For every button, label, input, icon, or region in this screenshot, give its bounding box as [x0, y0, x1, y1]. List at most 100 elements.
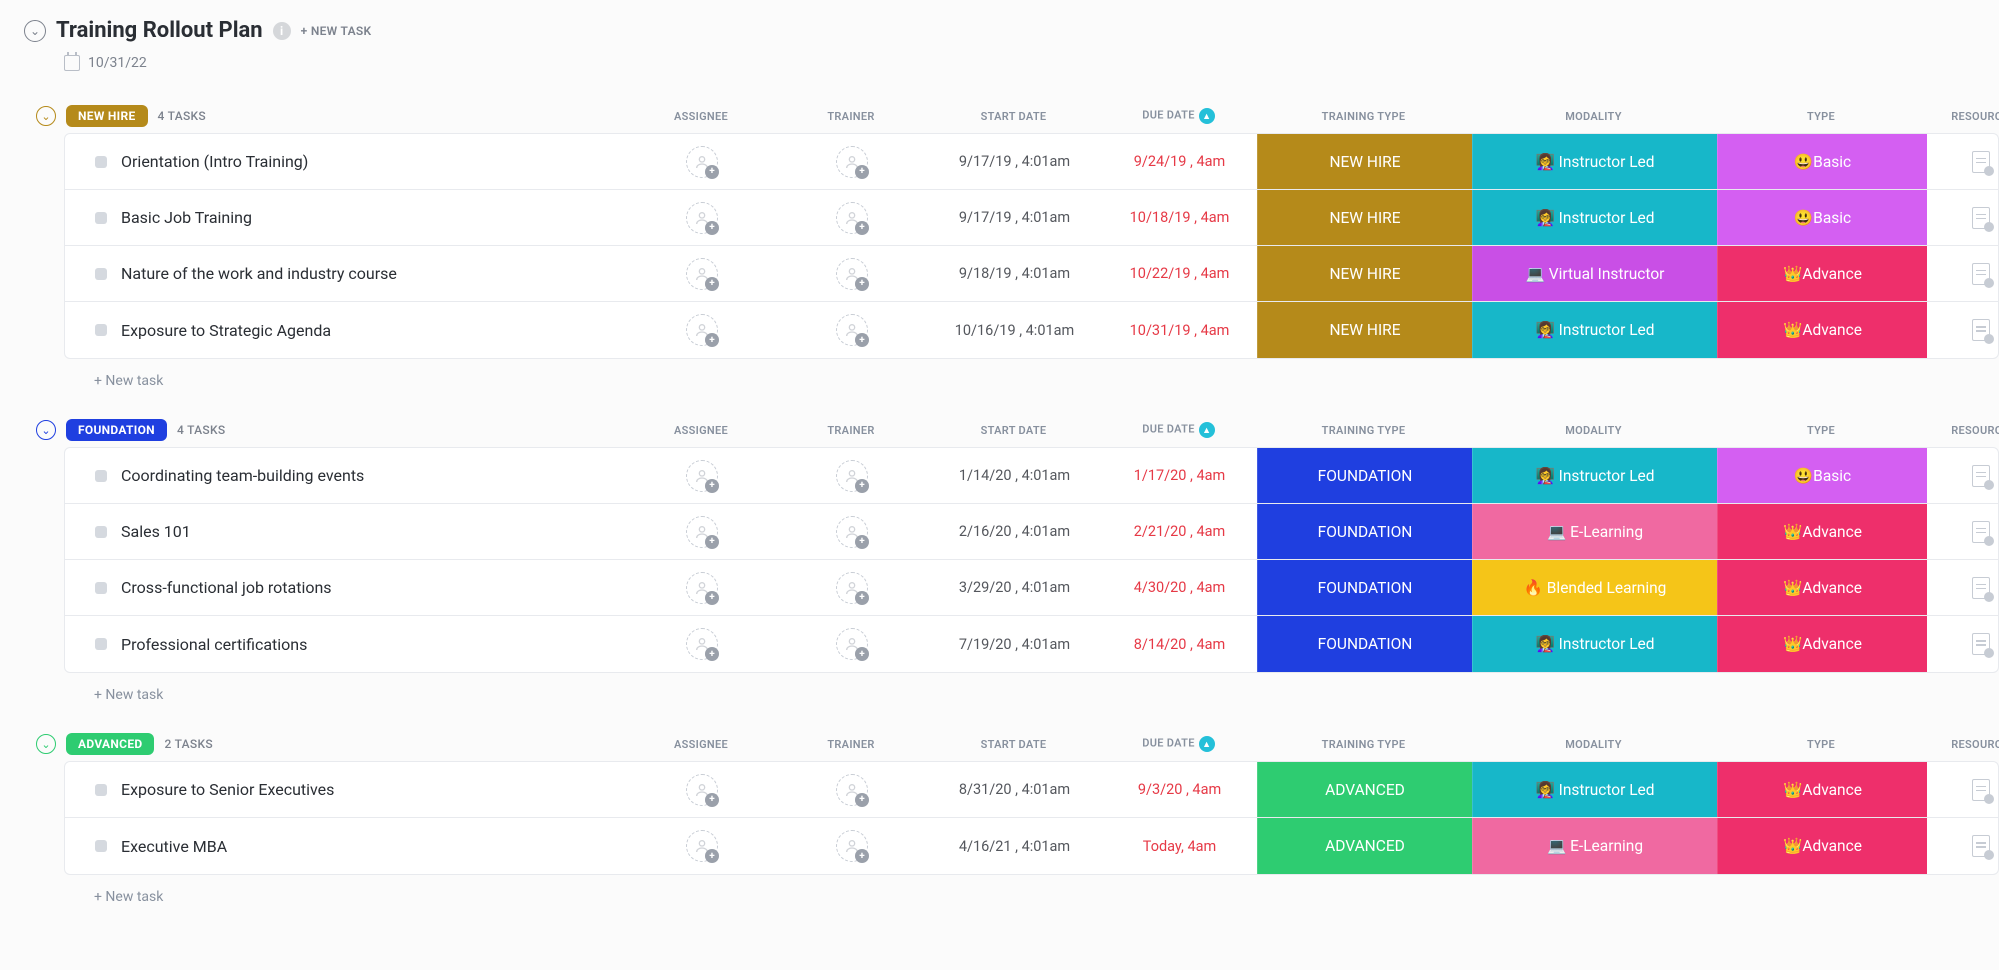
sort-asc-icon[interactable]: ▲ — [1199, 736, 1215, 752]
assignee-add[interactable]: + — [627, 460, 777, 492]
trainer-add[interactable]: + — [777, 572, 927, 604]
assignee-add[interactable]: + — [627, 774, 777, 806]
trainer-add[interactable]: + — [777, 258, 927, 290]
training-type-tag[interactable]: FOUNDATION — [1257, 448, 1472, 503]
resource-cell[interactable] — [1927, 319, 1999, 341]
col-modality[interactable]: MODALITY — [1471, 110, 1716, 123]
col-trainer[interactable]: TRAINER — [776, 110, 926, 123]
type-tag[interactable]: 👑Advance — [1717, 302, 1927, 358]
training-type-tag[interactable]: ADVANCED — [1257, 762, 1472, 817]
sort-asc-icon[interactable]: ▲ — [1199, 108, 1215, 124]
col-resource[interactable]: RESOURCE — [1926, 424, 1999, 437]
new-task-row[interactable]: + New task — [0, 359, 1999, 399]
training-type-tag[interactable]: NEW HIRE — [1257, 302, 1472, 358]
group-collapse-icon[interactable]: ⌄ — [36, 420, 56, 440]
group-collapse-icon[interactable]: ⌄ — [36, 106, 56, 126]
resource-cell[interactable] — [1927, 779, 1999, 801]
sort-asc-icon[interactable]: ▲ — [1199, 422, 1215, 438]
assignee-add[interactable]: + — [627, 314, 777, 346]
col-training-type[interactable]: TRAINING TYPE — [1256, 424, 1471, 437]
task-status-icon[interactable] — [95, 840, 107, 852]
group-pill[interactable]: NEW HIRE — [66, 105, 148, 127]
task-status-icon[interactable] — [95, 470, 107, 482]
task-status-icon[interactable] — [95, 156, 107, 168]
training-type-tag[interactable]: FOUNDATION — [1257, 560, 1472, 615]
assignee-add[interactable]: + — [627, 830, 777, 862]
training-type-tag[interactable]: FOUNDATION — [1257, 616, 1472, 672]
col-type[interactable]: TYPE — [1716, 424, 1926, 437]
resource-cell[interactable] — [1927, 207, 1999, 229]
type-tag[interactable]: 👑Advance — [1717, 818, 1927, 874]
training-type-tag[interactable]: FOUNDATION — [1257, 504, 1472, 559]
task-row[interactable]: Executive MBA + + 4/16/21 , 4:01am Today… — [65, 818, 1998, 874]
col-modality[interactable]: MODALITY — [1471, 738, 1716, 751]
task-row[interactable]: Nature of the work and industry course +… — [65, 246, 1998, 302]
col-due-date[interactable]: DUE DATE▲ — [1101, 422, 1256, 438]
col-due-date[interactable]: DUE DATE▲ — [1101, 736, 1256, 752]
assignee-add[interactable]: + — [627, 628, 777, 660]
task-row[interactable]: Coordinating team-building events + + 1/… — [65, 448, 1998, 504]
col-assignee[interactable]: ASSIGNEE — [626, 110, 776, 123]
col-trainer[interactable]: TRAINER — [776, 424, 926, 437]
trainer-add[interactable]: + — [777, 314, 927, 346]
col-resource[interactable]: RESOURCE — [1926, 110, 1999, 123]
col-resource[interactable]: RESOURCE — [1926, 738, 1999, 751]
type-tag[interactable]: 😃Basic — [1717, 134, 1927, 189]
resource-cell[interactable] — [1927, 633, 1999, 655]
task-status-icon[interactable] — [95, 784, 107, 796]
new-task-row[interactable]: + New task — [0, 875, 1999, 915]
trainer-add[interactable]: + — [777, 202, 927, 234]
modality-tag[interactable]: 🔥 Blended Learning — [1472, 560, 1717, 615]
training-type-tag[interactable]: NEW HIRE — [1257, 190, 1472, 245]
assignee-add[interactable]: + — [627, 258, 777, 290]
task-status-icon[interactable] — [95, 526, 107, 538]
modality-tag[interactable]: 👩‍🏫 Instructor Led — [1472, 762, 1717, 817]
resource-cell[interactable] — [1927, 151, 1999, 173]
task-row[interactable]: Cross-functional job rotations + + 3/29/… — [65, 560, 1998, 616]
assignee-add[interactable]: + — [627, 146, 777, 178]
modality-tag[interactable]: 👩‍🏫 Instructor Led — [1472, 302, 1717, 358]
type-tag[interactable]: 👑Advance — [1717, 762, 1927, 817]
task-status-icon[interactable] — [95, 582, 107, 594]
training-type-tag[interactable]: NEW HIRE — [1257, 134, 1472, 189]
col-start-date[interactable]: START DATE — [926, 738, 1101, 751]
assignee-add[interactable]: + — [627, 202, 777, 234]
modality-tag[interactable]: 💻 Virtual Instructor — [1472, 246, 1717, 301]
task-row[interactable]: Orientation (Intro Training) + + 9/17/19… — [65, 134, 1998, 190]
modality-tag[interactable]: 💻 E-Learning — [1472, 818, 1717, 874]
assignee-add[interactable]: + — [627, 572, 777, 604]
group-pill[interactable]: ADVANCED — [66, 733, 154, 755]
trainer-add[interactable]: + — [777, 774, 927, 806]
group-pill[interactable]: FOUNDATION — [66, 419, 167, 441]
trainer-add[interactable]: + — [777, 830, 927, 862]
type-tag[interactable]: 👑Advance — [1717, 246, 1927, 301]
new-task-button[interactable]: + NEW TASK — [301, 24, 372, 38]
col-type[interactable]: TYPE — [1716, 738, 1926, 751]
modality-tag[interactable]: 👩‍🏫 Instructor Led — [1472, 190, 1717, 245]
task-status-icon[interactable] — [95, 324, 107, 336]
type-tag[interactable]: 👑Advance — [1717, 616, 1927, 672]
col-start-date[interactable]: START DATE — [926, 424, 1101, 437]
col-modality[interactable]: MODALITY — [1471, 424, 1716, 437]
task-row[interactable]: Basic Job Training + + 9/17/19 , 4:01am … — [65, 190, 1998, 246]
col-assignee[interactable]: ASSIGNEE — [626, 738, 776, 751]
resource-cell[interactable] — [1927, 521, 1999, 543]
collapse-all-icon[interactable]: ⌄ — [24, 20, 46, 42]
task-row[interactable]: Sales 101 + + 2/16/20 , 4:01am 2/21/20 ,… — [65, 504, 1998, 560]
modality-tag[interactable]: 💻 E-Learning — [1472, 504, 1717, 559]
task-status-icon[interactable] — [95, 268, 107, 280]
type-tag[interactable]: 👑Advance — [1717, 560, 1927, 615]
training-type-tag[interactable]: NEW HIRE — [1257, 246, 1472, 301]
modality-tag[interactable]: 👩‍🏫 Instructor Led — [1472, 448, 1717, 503]
training-type-tag[interactable]: ADVANCED — [1257, 818, 1472, 874]
col-start-date[interactable]: START DATE — [926, 110, 1101, 123]
modality-tag[interactable]: 👩‍🏫 Instructor Led — [1472, 134, 1717, 189]
type-tag[interactable]: 👑Advance — [1717, 504, 1927, 559]
task-row[interactable]: Exposure to Senior Executives + + 8/31/2… — [65, 762, 1998, 818]
resource-cell[interactable] — [1927, 577, 1999, 599]
col-type[interactable]: TYPE — [1716, 110, 1926, 123]
group-collapse-icon[interactable]: ⌄ — [36, 734, 56, 754]
resource-cell[interactable] — [1927, 263, 1999, 285]
new-task-row[interactable]: + New task — [0, 673, 1999, 713]
type-tag[interactable]: 😃Basic — [1717, 448, 1927, 503]
